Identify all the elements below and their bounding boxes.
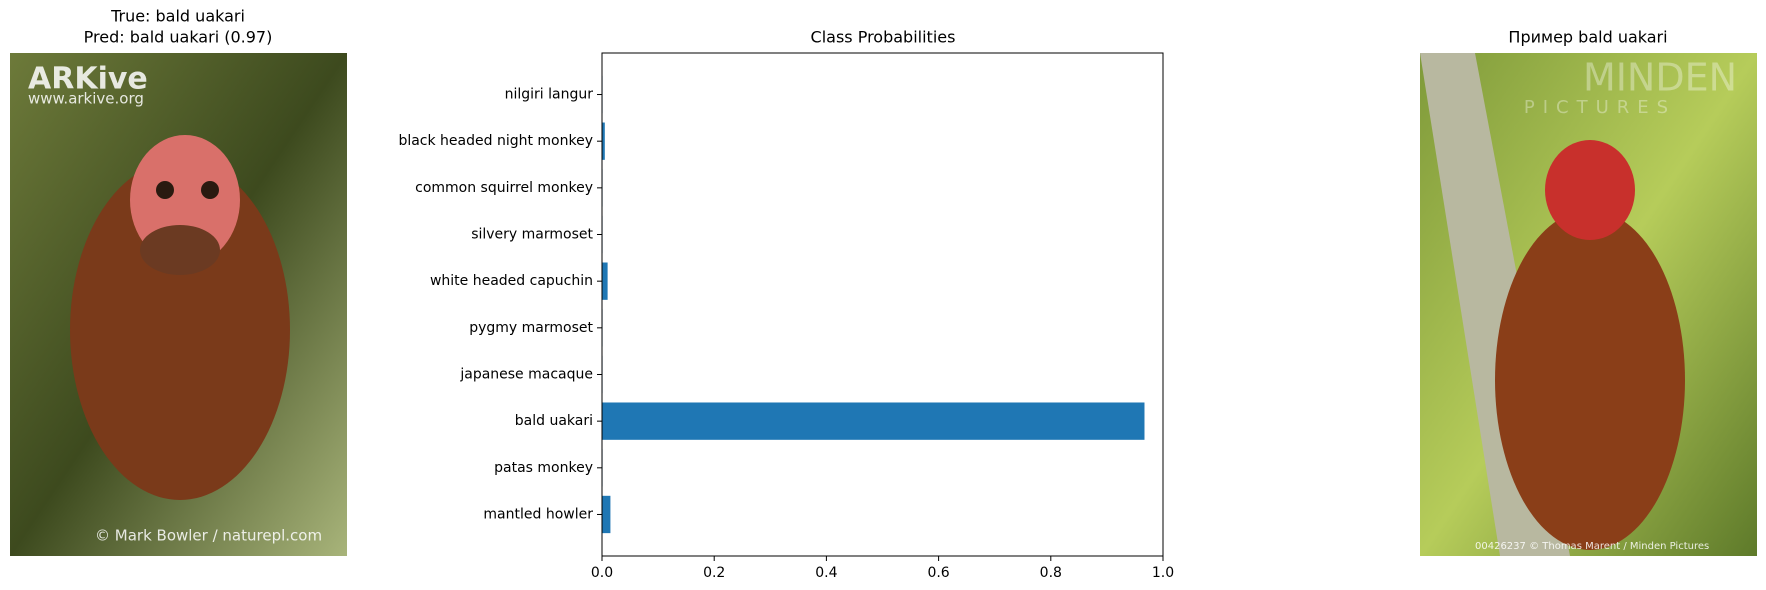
bar	[602, 122, 605, 160]
x-tick-label: 0.0	[591, 565, 613, 581]
watermark: MINDEN	[1583, 56, 1737, 100]
y-tick-label: black headed night monkey	[398, 133, 593, 149]
y-tick-label: silvery marmoset	[471, 227, 593, 243]
y-tick-label: mantled howler	[483, 506, 593, 522]
y-tick-label: nilgiri langur	[505, 87, 594, 103]
bar	[602, 402, 1145, 440]
panel-title: Пример bald uakari	[1508, 28, 1667, 47]
photo-left	[10, 53, 347, 556]
panel-title: Pred: bald uakari (0.97)	[84, 28, 273, 47]
y-tick-label: japanese macaque	[459, 366, 593, 382]
watermark: 00426237 © Thomas Marent / Minden Pictur…	[1475, 541, 1709, 552]
watermark: © Mark Bowler / naturepl.com	[95, 527, 322, 545]
bar	[602, 262, 608, 300]
x-tick-label: 1.0	[1152, 565, 1174, 581]
watermark: PICTURES	[1524, 97, 1676, 118]
chart-title: Class Probabilities	[811, 28, 956, 47]
x-tick-label: 0.6	[927, 565, 949, 581]
photo-right	[1420, 53, 1757, 556]
x-tick-label: 0.2	[703, 565, 725, 581]
y-tick-label: white headed capuchin	[430, 273, 593, 289]
bar	[602, 495, 611, 534]
plot-frame	[601, 52, 1164, 557]
y-tick-label: bald uakari	[515, 413, 593, 429]
y-tick-label: pygmy marmoset	[469, 320, 593, 336]
x-tick-label: 0.4	[815, 565, 837, 581]
y-tick-label: common squirrel monkey	[415, 180, 593, 196]
watermark: ARKive	[28, 62, 148, 97]
x-tick-label: 0.8	[1040, 565, 1062, 581]
watermark: www.arkive.org	[28, 90, 144, 108]
y-tick-label: patas monkey	[494, 460, 593, 476]
panel-title: True: bald uakari	[110, 7, 245, 26]
